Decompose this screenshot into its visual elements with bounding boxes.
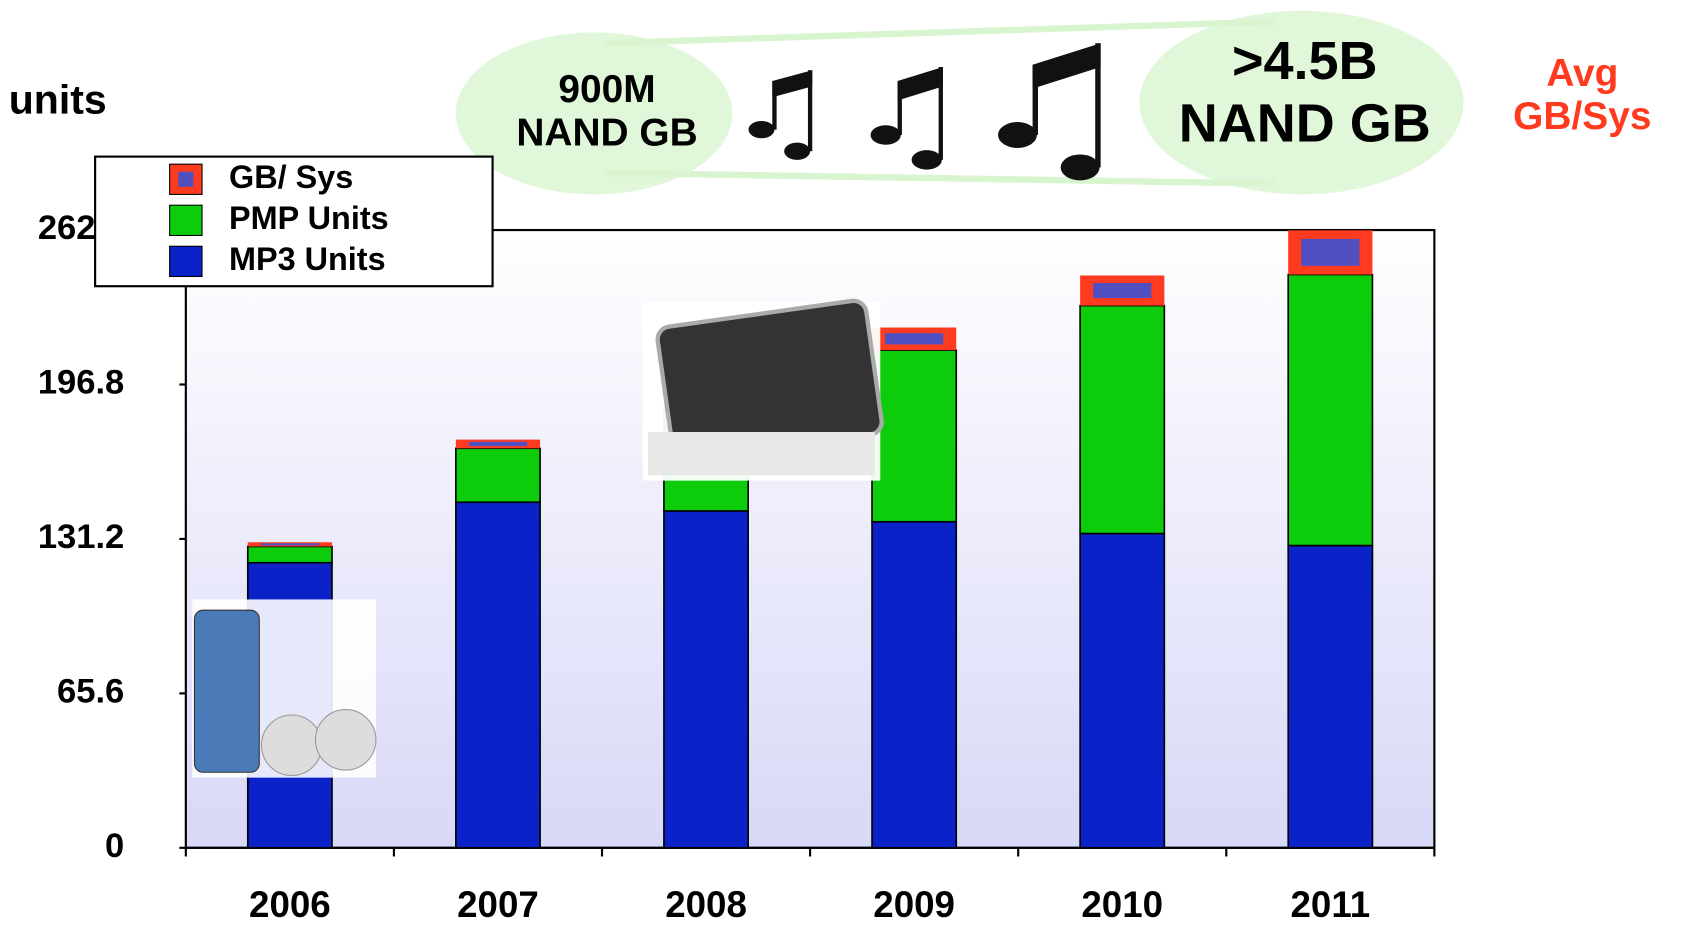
legend-swatch — [170, 246, 202, 276]
gb-inner — [885, 333, 943, 344]
music-notes — [749, 43, 1101, 180]
y-axis-label: units — [9, 76, 107, 122]
y-tick-label: 196.8 — [38, 364, 124, 402]
x-tick-label: 2007 — [457, 884, 539, 925]
x-tick-label: 2009 — [873, 884, 955, 925]
legend-label: MP3 Units — [229, 241, 386, 277]
legend-label: GB/ Sys — [229, 159, 353, 195]
legend-swatch-inner — [178, 172, 193, 187]
chart: units 065.6131.2196.8262.420062007200820… — [0, 0, 1685, 931]
device-photo — [315, 710, 375, 770]
annotation: >4.5B — [1232, 31, 1378, 91]
x-tick-label: 2011 — [1290, 884, 1370, 925]
bar-segment — [664, 511, 748, 848]
gb-segment — [248, 542, 332, 546]
legend: GB/ Sys PMP Units MP3 Units — [95, 157, 492, 287]
legend-label: PMP Units — [229, 200, 389, 236]
bar-segment — [1288, 275, 1372, 546]
device-photo — [648, 432, 875, 475]
bar-segment — [1080, 306, 1164, 534]
bar-segment — [456, 448, 540, 502]
annotation: 900M — [558, 68, 655, 111]
gb-segment — [1288, 230, 1372, 274]
bar-segment — [872, 350, 956, 522]
gb-segment — [1080, 275, 1164, 305]
annotation: Avg — [1546, 52, 1618, 95]
bar-segment — [872, 522, 956, 848]
y-tick-label: 131.2 — [38, 518, 124, 556]
annotation: GB/Sys — [1513, 95, 1651, 138]
gb-inner — [1301, 239, 1359, 266]
bar-segment — [1080, 534, 1164, 848]
bar-segment — [1288, 546, 1372, 848]
x-tick-label: 2008 — [665, 884, 747, 925]
annotation: NAND GB — [1179, 94, 1431, 154]
gb-inner — [1093, 283, 1151, 298]
device-photo — [194, 610, 259, 772]
x-tick-label: 2010 — [1081, 884, 1163, 925]
gb-segment — [872, 328, 956, 351]
gb-inner — [469, 442, 527, 446]
y-tick-label: 0 — [105, 827, 124, 865]
gb-segment — [456, 440, 540, 449]
device-photo — [261, 715, 321, 775]
gb-inner — [261, 543, 319, 545]
x-tick-label: 2006 — [249, 884, 331, 925]
y-tick-label: 65.6 — [57, 673, 124, 711]
bar-segment — [456, 502, 540, 848]
annotation: NAND GB — [516, 111, 697, 154]
legend-swatch — [170, 205, 202, 235]
bar-segment — [248, 546, 332, 562]
